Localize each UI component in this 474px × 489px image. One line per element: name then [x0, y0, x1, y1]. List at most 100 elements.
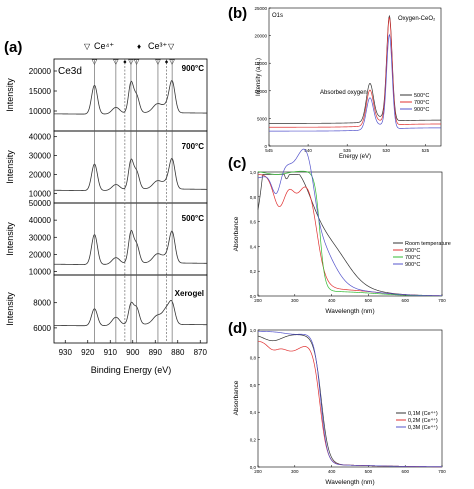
- x-tick-label: 900: [126, 348, 140, 357]
- triangle-marker: ▽: [134, 59, 140, 66]
- sub-panel-xerogel: Xerogel 6000 8000: [33, 274, 208, 344]
- panel-a-xlabel: Binding Energy (eV): [91, 365, 172, 375]
- x-tick-label: 500: [365, 298, 373, 303]
- y-tick-label: 10000: [29, 107, 52, 116]
- panel-a: (a) Ce⁴⁺ Ce³⁺ ♦ ▽ ▽ ▽▽♦▽▽▽♦▽ 900°C Ce3d …: [4, 39, 207, 375]
- legend-label: 900°C: [414, 107, 429, 113]
- spectrum-xerogel: [54, 300, 207, 327]
- y-tick-label: 10000: [29, 190, 52, 199]
- sub-panel-xerogel-frame: [53, 274, 208, 344]
- y-tick-label: 15000: [29, 87, 52, 96]
- y-tick-label: 10000: [29, 268, 52, 277]
- panel-b-xlabel: Energy (eV): [339, 154, 371, 160]
- triangle-marker: ▽: [169, 59, 175, 66]
- spectrum-500c: [53, 229, 207, 265]
- peak-marker-row: ▽▽♦▽▽▽♦▽: [92, 59, 176, 66]
- panel-c-ticks: 0,0 0,2 0,4 0,6 0,8 1,0 200 300 400 500 600 700: [250, 170, 447, 303]
- o1s-series-2: [269, 33, 442, 132]
- y-tick-label: 20000: [254, 34, 267, 39]
- x-tick-label: 600: [401, 469, 409, 474]
- panel-c-xlabel: Wavelength (nm): [325, 308, 374, 315]
- triangle-marker: ▽: [155, 59, 161, 66]
- ce3-triangle-marker: ▽: [168, 42, 175, 51]
- y-tick-label: 20000: [29, 250, 52, 259]
- x-tick-label: 920: [81, 348, 95, 357]
- panel-d-series: [257, 331, 442, 468]
- panel-d-label: (d): [228, 320, 247, 337]
- panel-a-ylabel-700c: Intensity: [5, 150, 15, 184]
- spectrum-900c: [54, 79, 207, 115]
- y-tick-label: 0,2: [250, 269, 257, 274]
- y-tick-label: 15000: [254, 61, 267, 66]
- y-tick-label: 0,2: [250, 438, 257, 443]
- panel-d-ylabel: Absorbance: [233, 380, 240, 415]
- ce4-label: Ce⁴⁺: [94, 41, 114, 51]
- x-tick-label: 400: [328, 298, 336, 303]
- sub-panel-700c-label: 700°C: [182, 142, 205, 151]
- sub-panel-900c-yticks: 10000 15000 20000: [29, 67, 57, 116]
- y-tick-label: 0,8: [250, 355, 257, 360]
- x-tick-label: 600: [401, 298, 409, 303]
- x-tick-label: 300: [291, 469, 299, 474]
- y-tick-label: 1,0: [250, 328, 257, 333]
- y-tick-label: 20000: [29, 67, 52, 76]
- y-tick-label: 0,0: [250, 465, 257, 470]
- sub-panel-700c: 700°C 10000 20000 30000 40000: [29, 130, 208, 204]
- x-tick-label: 870: [194, 348, 208, 357]
- peak-guide-lines: [94, 59, 173, 343]
- legend-label: Room temperature: [405, 241, 451, 247]
- ce3d-title: Ce3d: [58, 66, 82, 77]
- x-tick-label: 200: [254, 298, 262, 303]
- x-tick-label: 890: [149, 348, 163, 357]
- uv-series-0: [257, 174, 443, 297]
- sub-panel-xerogel-label: Xerogel: [175, 289, 204, 298]
- absorbed-oxygen-annotation: Absorbed oxygen: [320, 90, 367, 96]
- x-tick-label: 880: [171, 348, 185, 357]
- legend-label: 0,2M (Ce⁴⁺): [408, 417, 438, 424]
- panel-c: (c) Wavelength (nm) Absorbance 0,0 0,2 0,4…: [228, 148, 451, 315]
- uv-series-1: [257, 340, 442, 468]
- panel-a-ylabel-500c: Intensity: [5, 222, 15, 256]
- triangle-marker: ▽: [128, 59, 134, 66]
- panel-b-ylabel: Intensity (a.u.): [256, 58, 262, 96]
- x-tick-label: 535: [343, 148, 351, 153]
- legend-label: 0,1M (Ce⁴⁺): [408, 410, 438, 417]
- legend-label: 0,3M (Ce⁴⁺): [408, 424, 438, 431]
- panel-d-ticks: 0,0 0,2 0,4 0,6 0,8 1,0 200 300 400 500 600 700: [250, 328, 447, 474]
- panel-c-frame: [257, 171, 443, 297]
- ce4-triangle-marker: ▽: [84, 42, 91, 51]
- sub-panel-500c-label: 500°C: [182, 214, 205, 223]
- panel-a-ylabel-900c: Intensity: [5, 78, 15, 112]
- ce3-label: Ce³⁺: [148, 41, 168, 51]
- x-tick-label: 200: [254, 469, 262, 474]
- y-tick-label: 20000: [29, 171, 52, 180]
- y-tick-label: 0: [264, 144, 267, 149]
- panel-a-label: (a): [4, 39, 22, 56]
- y-tick-label: 40000: [29, 216, 52, 225]
- legend-label: 500°C: [414, 93, 429, 99]
- sub-panel-xerogel-yticks: 6000 8000: [33, 299, 57, 333]
- uv-series-0: [257, 334, 442, 468]
- uv-series-1: [257, 174, 442, 297]
- x-tick-label: 545: [265, 148, 273, 153]
- uv-series-2: [257, 170, 443, 297]
- spectrum-700c: [53, 157, 207, 191]
- y-tick-label: 0,0: [250, 294, 257, 299]
- sub-panel-700c-yticks: 10000 20000 30000 40000: [29, 133, 57, 199]
- panel-d: (d) Wavelength (nm) Absorbance 0,0 0,2 0,4…: [228, 320, 446, 486]
- ce3-diamond-marker: ♦: [137, 42, 141, 51]
- y-tick-label: 6000: [33, 324, 51, 333]
- y-tick-label: 50000: [29, 199, 52, 208]
- panel-d-legend: 0,1M (Ce⁴⁺)0,2M (Ce⁴⁺)0,3M (Ce⁴⁺): [396, 410, 438, 431]
- y-tick-label: 30000: [29, 152, 52, 161]
- panel-b: (b) O1s Oxygen-CeO₂ Absorbed oxygen Ener…: [228, 5, 442, 160]
- y-tick-label: 0,4: [250, 410, 257, 415]
- x-tick-label: 530: [383, 148, 391, 153]
- oxygen-ceo2-annotation: Oxygen-CeO₂: [398, 16, 436, 22]
- o1s-series-1: [269, 16, 441, 128]
- panel-a-ylabel-xerogel: Intensity: [5, 292, 15, 326]
